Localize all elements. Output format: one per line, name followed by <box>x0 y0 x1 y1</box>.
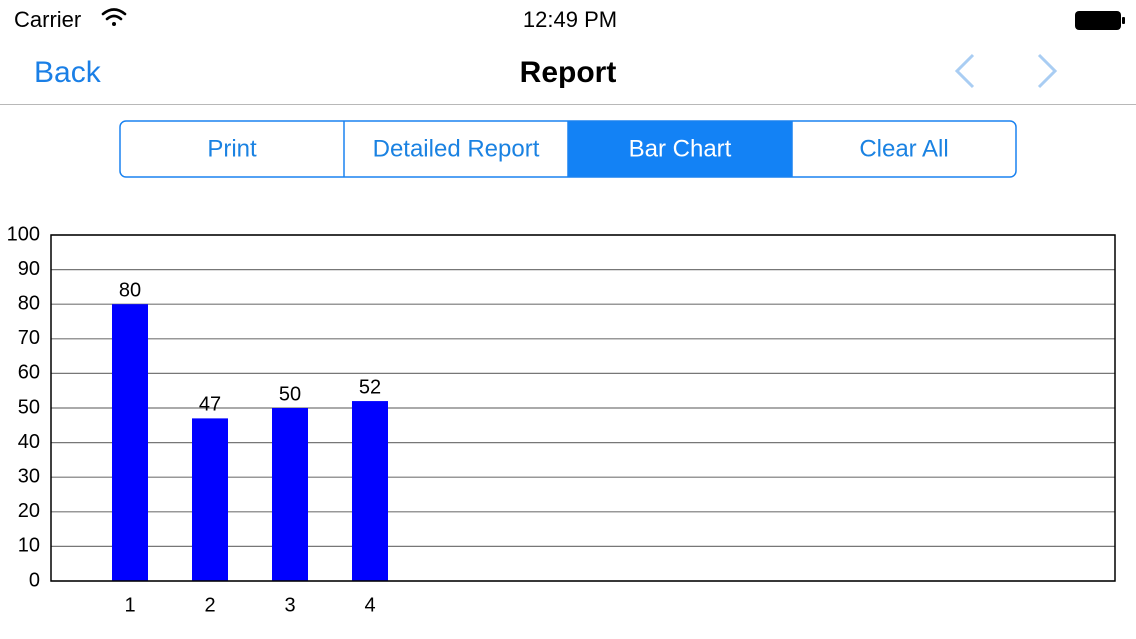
y-tick-label: 80 <box>18 292 40 314</box>
y-tick-label: 60 <box>18 362 40 384</box>
segment-label[interactable]: Print <box>207 135 257 162</box>
segment-label[interactable]: Bar Chart <box>629 135 732 162</box>
y-tick-label: 20 <box>18 500 40 522</box>
value-label: 52 <box>359 376 381 398</box>
back-button[interactable]: Back <box>34 56 102 89</box>
plot-frame <box>50 234 1116 582</box>
y-tick-label: 0 <box>29 569 40 591</box>
y-tick-label: 30 <box>18 465 40 487</box>
battery-icon <box>1075 11 1125 30</box>
x-tick-label: 3 <box>284 594 295 616</box>
segment[interactable] <box>344 121 568 177</box>
y-tick-label: 10 <box>18 535 40 557</box>
chart: 0 10 20 30 40 50 60 70 80 90 100 1 80 2 47 3 50 4 52 <box>7 223 1115 616</box>
y-tick-label: 100 <box>7 223 40 245</box>
bar <box>272 408 308 581</box>
wifi-icon <box>101 8 127 26</box>
nav-title: Report <box>520 56 617 89</box>
segment[interactable] <box>792 121 1016 177</box>
prev-arrow[interactable] <box>954 53 975 89</box>
y-tick-label: 70 <box>18 327 40 349</box>
segment[interactable] <box>120 121 344 177</box>
next-arrow[interactable] <box>1037 53 1058 89</box>
bar <box>112 304 148 581</box>
segment-label[interactable]: Detailed Report <box>373 135 540 162</box>
bar <box>192 418 228 581</box>
x-tick-label: 1 <box>124 594 135 616</box>
segment-border <box>119 120 1017 178</box>
y-tick-label: 50 <box>18 396 40 418</box>
clock: 12:49 PM <box>523 7 617 32</box>
y-tick-label: 90 <box>18 258 40 280</box>
segment-selected[interactable] <box>568 121 792 177</box>
segment-label[interactable]: Clear All <box>859 135 948 162</box>
bar <box>352 401 388 581</box>
value-label: 47 <box>199 394 221 416</box>
value-label: 50 <box>279 383 301 405</box>
value-label: 80 <box>119 279 141 301</box>
y-tick-label: 40 <box>18 431 40 453</box>
x-tick-label: 2 <box>204 594 215 616</box>
segmented-control: Print Detailed Report Bar Chart Clear All <box>120 121 1016 177</box>
carrier: Carrier <box>14 7 81 32</box>
x-tick-label: 4 <box>364 594 375 616</box>
